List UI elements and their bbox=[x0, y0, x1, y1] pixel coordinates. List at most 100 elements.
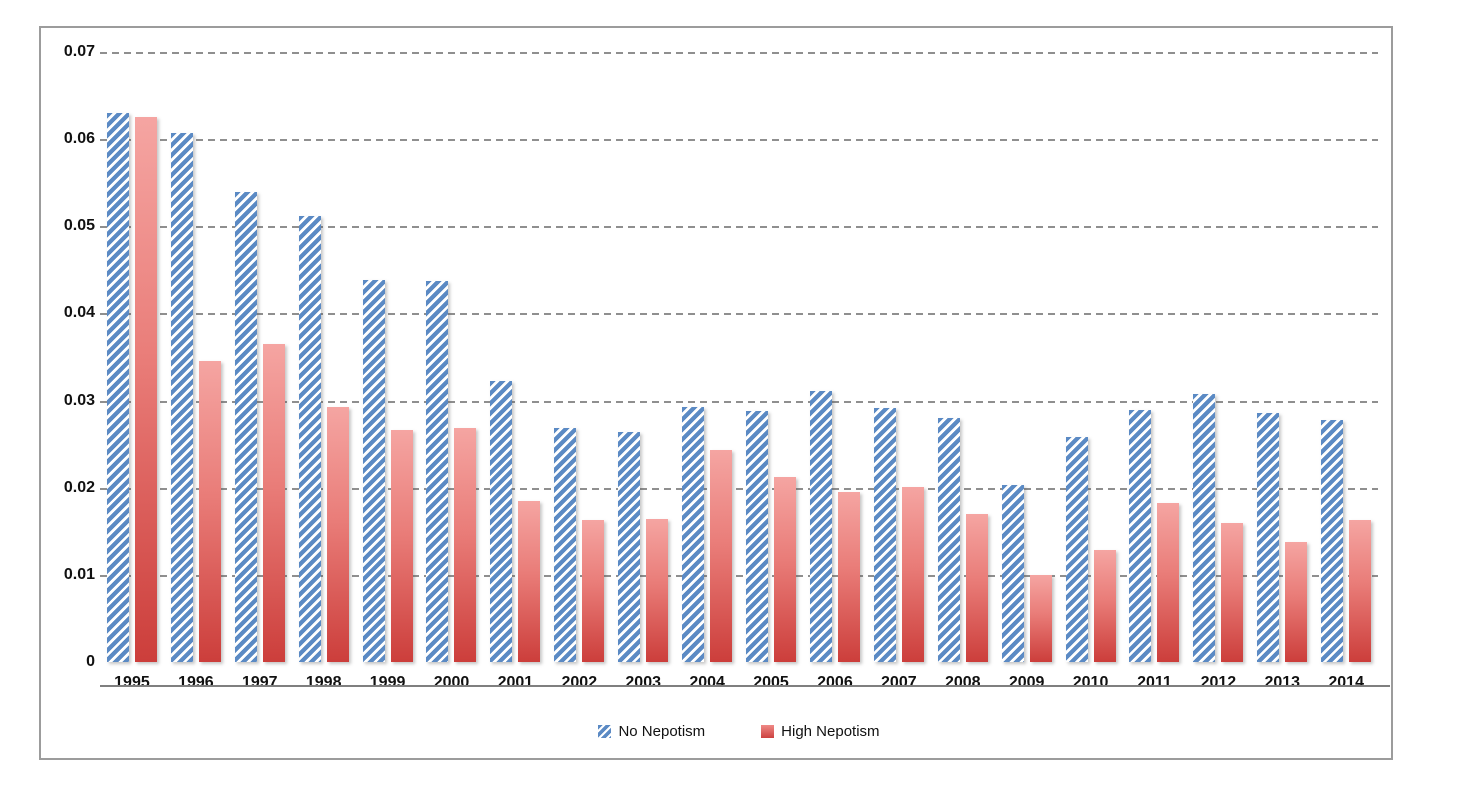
bar-group-2005 bbox=[739, 52, 803, 662]
bar-high-nepotism-1995[interactable] bbox=[134, 117, 157, 662]
no-nepotism-swatch-icon bbox=[598, 724, 612, 738]
x-tick-label-1995: 1995 bbox=[114, 674, 150, 691]
bar-no-nepotism-2001[interactable] bbox=[490, 380, 513, 662]
x-axis-line bbox=[100, 685, 1390, 687]
bar-high-nepotism-2006[interactable] bbox=[837, 492, 860, 662]
x-tick-label-2002: 2002 bbox=[561, 674, 598, 691]
x-tick-label-2011: 2011 bbox=[1137, 674, 1172, 691]
bar-high-nepotism-2005[interactable] bbox=[774, 477, 797, 662]
bar-high-nepotism-2002[interactable] bbox=[582, 520, 605, 662]
bar-group-1997 bbox=[228, 52, 292, 662]
x-tick-label-2000: 2000 bbox=[433, 674, 470, 691]
y-tick-label-0.06: 0.06 bbox=[63, 130, 95, 147]
x-tick-label-2009: 2009 bbox=[1008, 674, 1045, 691]
y-tick-label-0: 0 bbox=[86, 653, 95, 670]
high-nepotism-swatch-icon bbox=[761, 724, 775, 738]
x-tick-label-1999: 1999 bbox=[369, 674, 406, 691]
bar-group-2011 bbox=[1123, 52, 1187, 662]
bar-no-nepotism-1995[interactable] bbox=[106, 113, 129, 662]
bar-high-nepotism-2000[interactable] bbox=[454, 427, 477, 662]
bar-group-2012 bbox=[1186, 52, 1250, 662]
bar-no-nepotism-2012[interactable] bbox=[1193, 393, 1216, 662]
bar-no-nepotism-2010[interactable] bbox=[1065, 437, 1088, 662]
bar-no-nepotism-1998[interactable] bbox=[298, 215, 321, 662]
x-tick-label-2012: 2012 bbox=[1200, 674, 1237, 691]
bar-group-1998 bbox=[292, 52, 356, 662]
bar-high-nepotism-2014[interactable] bbox=[1349, 520, 1372, 662]
x-tick-label-2013: 2013 bbox=[1264, 674, 1301, 691]
bar-high-nepotism-2008[interactable] bbox=[965, 513, 988, 662]
legend-item-high-nepotism[interactable]: High Nepotism bbox=[761, 722, 880, 740]
bar-no-nepotism-1996[interactable] bbox=[170, 133, 193, 662]
x-tick-label-1997: 1997 bbox=[241, 674, 278, 691]
bar-group-1996 bbox=[164, 52, 228, 662]
bar-group-2002 bbox=[547, 52, 611, 662]
x-tick-label-2005: 2005 bbox=[753, 674, 789, 691]
y-tick-label-0.03: 0.03 bbox=[63, 392, 95, 409]
plot-area bbox=[100, 52, 1390, 687]
bar-no-nepotism-2002[interactable] bbox=[554, 427, 577, 662]
bar-no-nepotism-2004[interactable] bbox=[682, 406, 705, 662]
x-tick-label-2004: 2004 bbox=[689, 674, 725, 691]
gridline-0.07 bbox=[100, 52, 1378, 54]
bar-no-nepotism-1999[interactable] bbox=[362, 280, 385, 662]
x-tick-label-2003: 2003 bbox=[625, 674, 661, 691]
gridline-0.04 bbox=[100, 313, 1378, 315]
bar-high-nepotism-1997[interactable] bbox=[262, 343, 285, 662]
bar-group-2009 bbox=[995, 52, 1059, 662]
bar-no-nepotism-2014[interactable] bbox=[1321, 419, 1344, 662]
bar-no-nepotism-2008[interactable] bbox=[937, 418, 960, 662]
chart-frame: 0.07 0.06 0.05 0.04 0.03 0.02 0.01 0 1995 1996 19… bbox=[39, 26, 1393, 760]
bar-high-nepotism-2013[interactable] bbox=[1285, 541, 1308, 662]
bar-no-nepotism-1997[interactable] bbox=[234, 192, 257, 662]
bar-no-nepotism-2011[interactable] bbox=[1129, 410, 1152, 662]
bar-group-2000 bbox=[420, 52, 484, 662]
bar-high-nepotism-1999[interactable] bbox=[390, 430, 413, 662]
x-tick-label-2007: 2007 bbox=[881, 674, 917, 691]
bar-group-1995 bbox=[100, 52, 164, 662]
y-tick-label-0.02: 0.02 bbox=[63, 479, 95, 496]
bar-no-nepotism-2007[interactable] bbox=[873, 407, 896, 662]
bar-no-nepotism-2003[interactable] bbox=[618, 431, 641, 662]
legend: No Nepotism High Nepotism bbox=[100, 718, 1378, 744]
bar-high-nepotism-2011[interactable] bbox=[1157, 503, 1180, 662]
y-tick-label-0.01: 0.01 bbox=[63, 566, 95, 583]
gridline-0.05 bbox=[100, 226, 1378, 228]
gridline-0.01 bbox=[100, 575, 1378, 577]
bar-high-nepotism-2009[interactable] bbox=[1029, 574, 1052, 662]
bar-high-nepotism-2004[interactable] bbox=[710, 450, 733, 662]
bar-high-nepotism-2001[interactable] bbox=[518, 500, 541, 662]
y-tick-label-0.07: 0.07 bbox=[63, 43, 95, 60]
bar-group-2014 bbox=[1314, 52, 1378, 662]
bar-high-nepotism-2007[interactable] bbox=[901, 486, 924, 662]
gridline-0.02 bbox=[100, 488, 1378, 490]
x-tick-label-2001: 2001 bbox=[497, 674, 534, 691]
gridline-0.06 bbox=[100, 139, 1378, 141]
bar-group-2006 bbox=[803, 52, 867, 662]
bar-no-nepotism-2005[interactable] bbox=[746, 411, 769, 662]
bar-high-nepotism-1996[interactable] bbox=[198, 361, 221, 662]
bar-group-2007 bbox=[867, 52, 931, 662]
bar-no-nepotism-2000[interactable] bbox=[426, 281, 449, 662]
legend-label-no-nepotism: No Nepotism bbox=[618, 722, 706, 740]
bars-layer bbox=[100, 52, 1378, 662]
bar-group-2010 bbox=[1059, 52, 1123, 662]
bar-high-nepotism-2010[interactable] bbox=[1093, 549, 1116, 662]
gridline-0.03 bbox=[100, 401, 1378, 403]
x-tick-label-2010: 2010 bbox=[1072, 674, 1109, 691]
y-tick-label-0.04: 0.04 bbox=[63, 304, 95, 321]
bar-no-nepotism-2006[interactable] bbox=[809, 391, 832, 662]
bar-high-nepotism-1998[interactable] bbox=[326, 406, 349, 662]
bar-high-nepotism-2003[interactable] bbox=[646, 519, 669, 662]
bar-no-nepotism-2013[interactable] bbox=[1257, 412, 1280, 662]
x-tick-label-2006: 2006 bbox=[817, 674, 853, 691]
bar-no-nepotism-2009[interactable] bbox=[1001, 485, 1024, 662]
bar-group-2013 bbox=[1250, 52, 1314, 662]
bar-high-nepotism-2012[interactable] bbox=[1221, 523, 1244, 662]
x-tick-label-2008: 2008 bbox=[944, 674, 981, 691]
legend-item-no-nepotism[interactable]: No Nepotism bbox=[598, 723, 705, 740]
bar-group-2001 bbox=[483, 52, 547, 662]
x-tick-label-1996: 1996 bbox=[178, 674, 214, 691]
legend-label-high-nepotism: High Nepotism bbox=[781, 722, 880, 740]
x-axis-labels: 1995 1996 1997 1998 1999 2000 2001 2002 2003 2004… bbox=[100, 674, 1378, 692]
